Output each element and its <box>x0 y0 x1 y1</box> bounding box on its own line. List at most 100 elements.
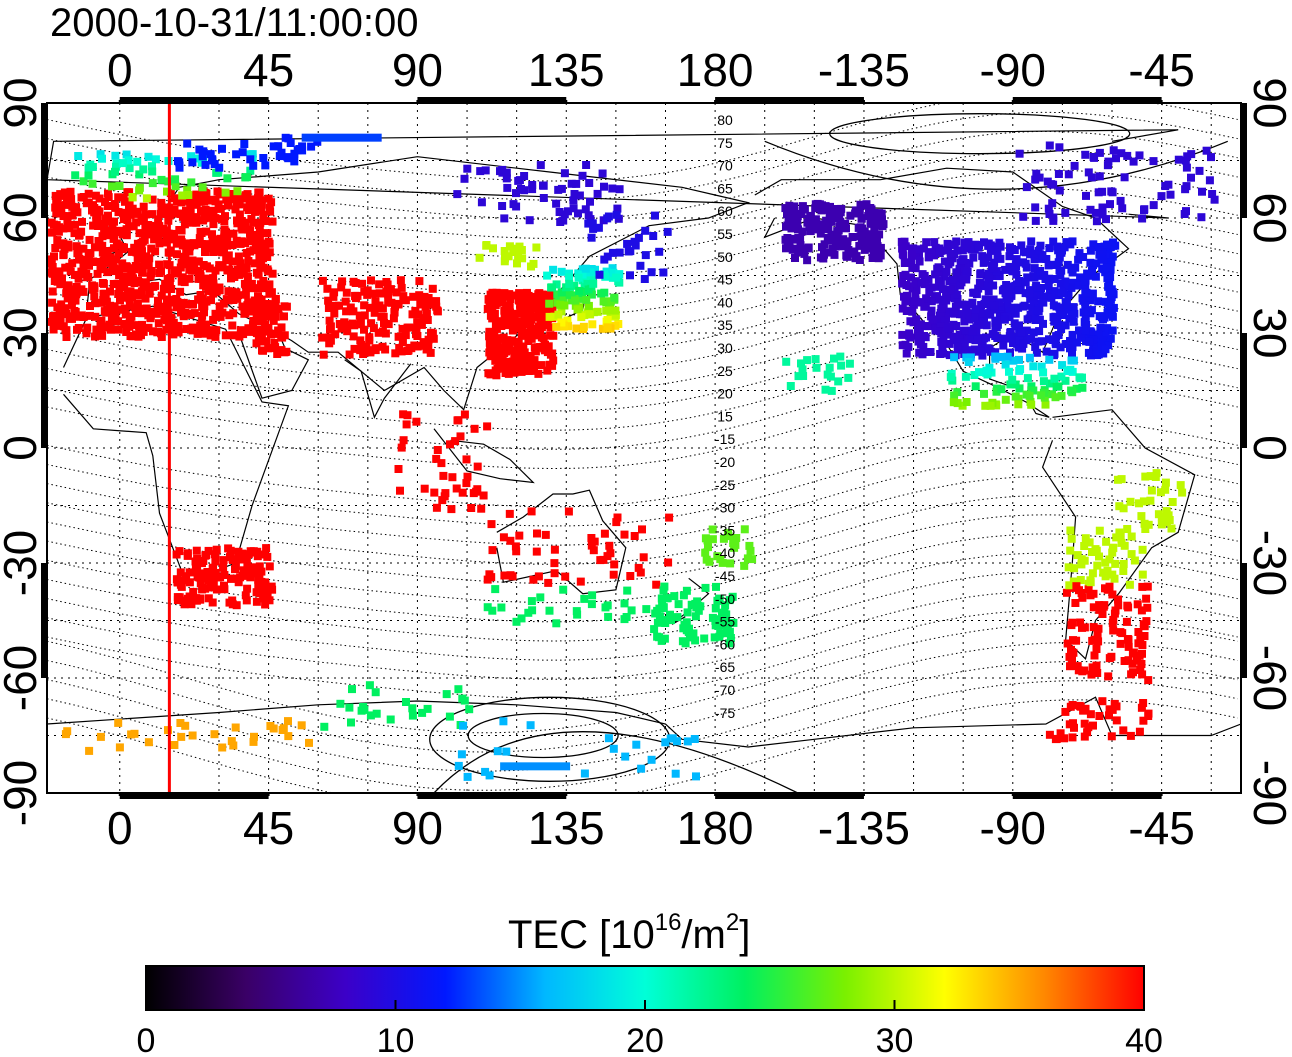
tec-cell <box>1095 312 1104 321</box>
tec-cell <box>1105 705 1114 714</box>
tec-cell <box>513 259 521 268</box>
tec-cell <box>368 289 377 298</box>
tec-cell <box>552 280 561 289</box>
tec-cell <box>586 197 594 206</box>
tec-cell <box>70 307 79 315</box>
tec-cell <box>394 300 403 309</box>
tec-cell <box>988 330 997 339</box>
tec-cell <box>1069 719 1077 728</box>
tec-cell <box>543 271 552 280</box>
tec-cell <box>577 313 586 322</box>
tec-cell <box>501 254 509 263</box>
contour-label: 35 <box>717 317 733 333</box>
tec-cell <box>228 321 237 330</box>
tec-cell <box>662 594 671 603</box>
tec-cell <box>470 424 479 433</box>
tec-cell <box>788 223 797 232</box>
tec-cell <box>550 559 559 568</box>
tec-cell <box>454 761 463 770</box>
tec-cell <box>1075 249 1084 258</box>
tec-cell <box>1074 281 1083 290</box>
tec-cell <box>667 616 675 625</box>
tec-cell <box>1009 332 1018 341</box>
tec-cell <box>1037 337 1046 346</box>
tec-cell <box>349 277 358 286</box>
tec-cell <box>1140 519 1149 528</box>
tec-cell <box>982 366 991 375</box>
tec-cell <box>150 235 159 244</box>
tec-cell <box>798 365 807 374</box>
tec-cell <box>1002 281 1011 289</box>
tec-cell <box>715 594 724 603</box>
tec-cell <box>100 224 109 233</box>
tec-cell <box>955 330 964 339</box>
frame-tick-bar <box>417 97 567 103</box>
coastline <box>47 696 1241 748</box>
tec-cell <box>505 242 514 251</box>
tec-cell <box>203 210 212 219</box>
tec-cell <box>144 152 153 161</box>
tec-cell <box>534 369 543 378</box>
tec-cell <box>118 293 127 302</box>
tec-cell <box>209 315 218 324</box>
tec-cell <box>326 322 335 331</box>
tec-cell <box>500 571 509 580</box>
tec-cell <box>1119 560 1128 568</box>
tec-cell <box>862 240 871 249</box>
tec-cell <box>233 216 241 225</box>
tec-cell <box>1019 339 1028 348</box>
tec-cell <box>579 322 588 331</box>
tec-cell <box>1009 356 1018 365</box>
tec-cell <box>962 305 971 314</box>
tec-cell <box>1040 270 1049 279</box>
tec-cell <box>1105 278 1114 287</box>
tec-cell <box>529 575 538 584</box>
tec-cell <box>1038 251 1047 260</box>
tec-cell <box>1060 243 1069 252</box>
tec-cell <box>878 215 886 224</box>
tec-cell <box>541 340 549 349</box>
tec-cell <box>1045 335 1053 344</box>
tec-cell <box>490 329 499 338</box>
tec-cell <box>1027 386 1036 395</box>
tec-cell <box>721 601 730 610</box>
tec-cell <box>116 305 125 314</box>
tec-cell <box>666 610 674 619</box>
tec-cell <box>153 303 162 312</box>
tec-cell <box>989 281 998 290</box>
tec-cell <box>1094 330 1103 339</box>
tec-cell <box>75 286 84 294</box>
tec-cell <box>423 704 432 713</box>
tec-cell <box>1115 528 1124 537</box>
tec-cell <box>870 226 879 234</box>
tec-cell <box>182 572 191 581</box>
lon-tick-label: 135 <box>528 802 605 854</box>
tec-cell <box>1091 272 1100 281</box>
tec-cell <box>559 216 568 225</box>
tec-cell <box>825 210 834 219</box>
tec-cell <box>860 245 869 254</box>
tec-cell <box>79 193 88 201</box>
tec-cell <box>1056 271 1065 280</box>
tec-cell <box>980 314 988 323</box>
tec-cell <box>462 479 471 488</box>
tec-cell <box>1015 366 1024 375</box>
tec-cell <box>313 137 322 146</box>
tec-cell <box>782 357 791 366</box>
tec-cell <box>523 288 531 297</box>
tec-cell <box>1089 589 1098 598</box>
tec-cell <box>1077 560 1086 569</box>
tec-cell <box>571 291 580 300</box>
tec-cell <box>984 239 993 248</box>
tec-cell <box>263 253 272 261</box>
tec-cell <box>492 288 501 297</box>
tec-cell <box>1006 246 1015 255</box>
tec-cell <box>873 211 882 220</box>
tec-cell <box>163 304 172 313</box>
tec-cell <box>863 234 872 243</box>
tec-cell <box>486 370 495 379</box>
tec-cell <box>320 722 329 731</box>
tec-cell <box>839 242 848 251</box>
tec-cell <box>1014 286 1023 295</box>
tec-cell <box>223 241 232 250</box>
